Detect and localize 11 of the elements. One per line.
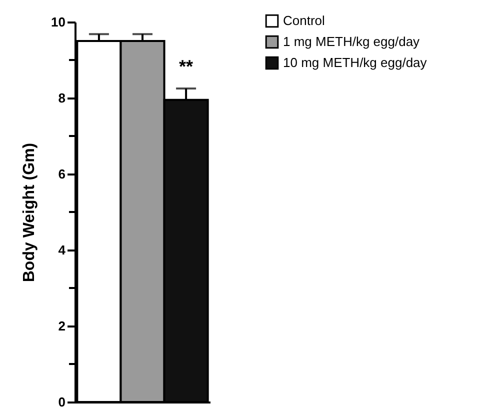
y-tick-label: 2 [58, 318, 66, 334]
legend-label: Control [283, 13, 326, 28]
y-axis-title: Body Weight (Gm) [21, 142, 38, 282]
y-tick-label: 4 [58, 242, 66, 258]
y-tick-label: 6 [58, 166, 66, 182]
legend-label: 1 mg METH/kg egg/day [283, 34, 420, 49]
y-tick-label: 10 [51, 14, 66, 30]
y-tick-label: 0 [58, 394, 66, 409]
y-tick-label: 8 [58, 90, 66, 106]
legend-label: 10 mg METH/kg egg/day [283, 55, 428, 70]
annotation: ** [179, 56, 194, 76]
